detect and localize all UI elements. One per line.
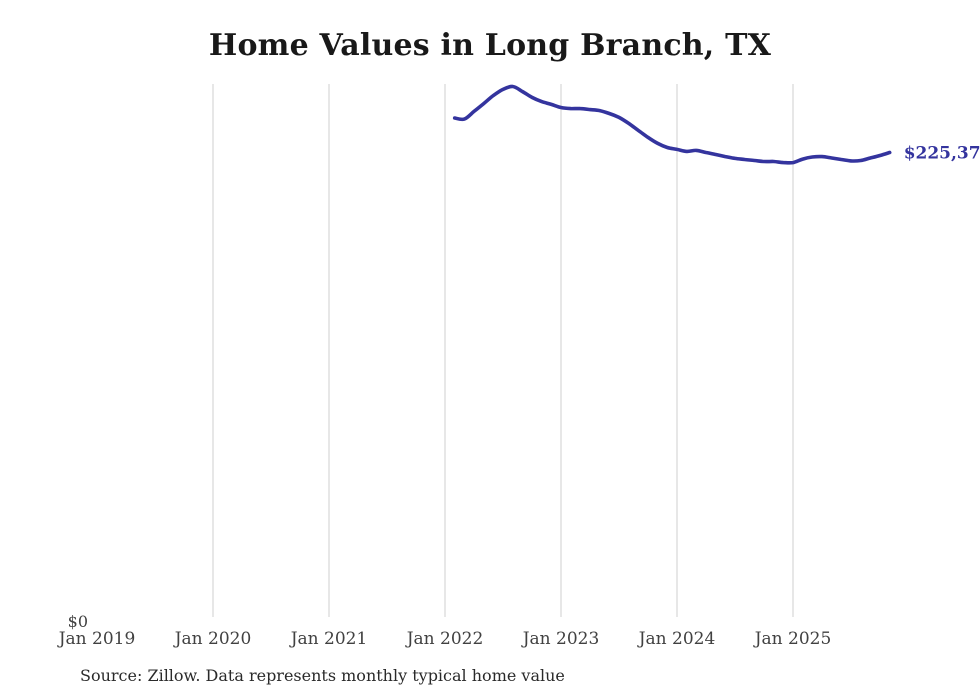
- x-axis-labels-group: Jan 2019 Jan 2020 Jan 2021 Jan 2022 Jan 2023…: [57, 629, 832, 649]
- source-note: Source: Zillow. Data represents monthly …: [80, 666, 565, 685]
- x-axis-label: Jan 2021: [289, 629, 368, 649]
- x-axis-label: Jan 2023: [521, 629, 600, 649]
- gridlines-group: [212, 84, 794, 617]
- x-axis-label: Jan 2025: [753, 629, 832, 649]
- x-axis-label: Jan 2022: [405, 629, 484, 649]
- y-axis-zero-label: $0: [68, 612, 88, 631]
- latest-value-label: $225,379: [904, 144, 980, 164]
- chart-title: Home Values in Long Branch, TX: [208, 28, 772, 63]
- x-axis-label: Jan 2020: [173, 629, 252, 649]
- x-axis-label: Jan 2024: [637, 629, 716, 649]
- home-value-line: [452, 84, 892, 165]
- x-axis-label: Jan 2019: [57, 629, 136, 649]
